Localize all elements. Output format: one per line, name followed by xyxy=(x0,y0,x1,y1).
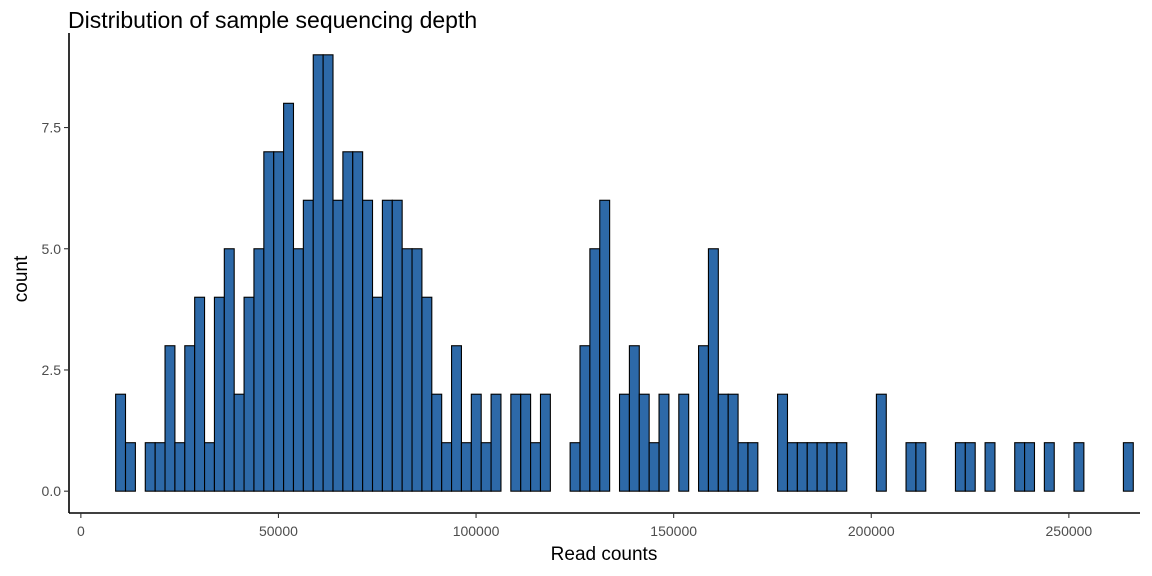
x-axis: 0 50000 100000 150000 200000 250000 xyxy=(69,512,1140,539)
histogram-bar xyxy=(302,199,314,492)
histogram-bar xyxy=(342,151,354,492)
histogram-bar xyxy=(698,345,709,492)
histogram-bar xyxy=(915,442,927,492)
histogram-bar xyxy=(777,393,789,492)
y-tick-label: 0.0 xyxy=(42,483,62,499)
histogram-bar xyxy=(263,151,275,492)
histogram-bar xyxy=(569,442,581,492)
histogram-bar xyxy=(826,442,838,492)
bars-group xyxy=(115,54,1134,492)
histogram-bar xyxy=(786,442,798,492)
histogram-bar xyxy=(352,151,364,492)
x-tick-label: 150000 xyxy=(650,523,697,539)
histogram-bar xyxy=(796,442,808,492)
histogram-bar xyxy=(954,442,966,492)
histogram-bar xyxy=(1024,442,1036,492)
histogram-bar xyxy=(875,393,887,492)
histogram-bar xyxy=(836,442,848,492)
histogram-bar xyxy=(144,442,156,492)
chart-title: Distribution of sample sequencing depth xyxy=(68,7,477,33)
histogram-bar xyxy=(490,393,502,492)
histogram-bar xyxy=(283,102,295,492)
y-tick-label: 5.0 xyxy=(42,241,62,257)
histogram-bar xyxy=(451,345,462,492)
histogram-bar xyxy=(678,393,690,492)
histogram-bar xyxy=(539,393,551,492)
histogram-bar xyxy=(717,393,729,492)
histogram-bar xyxy=(648,442,660,492)
x-tick-label: 250000 xyxy=(1046,523,1093,539)
histogram-bar xyxy=(233,393,245,492)
x-axis-title: Read counts xyxy=(551,544,658,565)
histogram-bar xyxy=(520,393,532,492)
histogram-bar xyxy=(184,345,196,492)
histogram-bar xyxy=(618,393,630,492)
histogram-bar xyxy=(322,54,334,492)
histogram-bar xyxy=(1014,442,1026,492)
histogram-bar xyxy=(470,393,482,492)
histogram-bar xyxy=(421,296,433,492)
histogram-bar xyxy=(816,442,828,492)
histogram-bar xyxy=(530,442,542,492)
histogram-bar xyxy=(964,442,976,492)
histogram-bar xyxy=(638,393,650,492)
histogram-bar xyxy=(204,442,215,492)
histogram-bar xyxy=(1122,442,1134,492)
histogram-bar xyxy=(984,442,996,492)
y-tick-label: 7.5 xyxy=(42,120,62,136)
histogram-bar xyxy=(312,54,324,492)
histogram-bar xyxy=(806,442,818,492)
histogram-bar xyxy=(164,345,176,492)
histogram-bar xyxy=(1073,442,1085,492)
histogram-bar xyxy=(599,199,611,492)
histogram-bar xyxy=(1043,442,1055,492)
histogram-bar xyxy=(737,442,749,492)
histogram-bar xyxy=(480,442,492,492)
histogram-bar xyxy=(460,442,472,492)
histogram-bar xyxy=(253,248,265,492)
histogram-bar xyxy=(243,296,255,492)
histogram-bar xyxy=(381,199,393,492)
histogram-bar xyxy=(292,248,304,492)
histogram-bar xyxy=(174,442,186,492)
histogram-bar xyxy=(332,199,344,492)
histogram-bar xyxy=(391,199,403,492)
histogram-bar xyxy=(658,393,670,492)
histogram-bar xyxy=(401,248,413,492)
histogram-bar xyxy=(747,442,759,492)
histogram-bar xyxy=(905,442,917,492)
histogram-bar xyxy=(154,442,166,492)
histogram-bar xyxy=(510,393,522,492)
histogram-bar xyxy=(441,442,453,492)
histogram-bar xyxy=(194,296,206,492)
histogram-bar xyxy=(589,248,601,492)
histogram-bar xyxy=(579,345,591,492)
x-tick-label: 100000 xyxy=(453,523,500,539)
x-tick-label: 50000 xyxy=(259,523,298,539)
histogram-bar xyxy=(628,345,640,492)
histogram-bar xyxy=(273,151,285,492)
histogram-bar xyxy=(727,393,739,492)
histogram-bar xyxy=(115,393,127,492)
y-tick-label: 2.5 xyxy=(42,362,62,378)
histogram-bar xyxy=(362,199,374,492)
histogram-bar xyxy=(213,296,225,492)
x-tick-label: 200000 xyxy=(848,523,895,539)
y-axis: 0.0 2.5 5.0 7.5 xyxy=(42,33,70,513)
histogram-bar xyxy=(223,248,235,492)
histogram-bar xyxy=(411,248,423,492)
histogram-bar xyxy=(431,393,443,492)
y-axis-title: count xyxy=(11,255,32,302)
histogram-bar xyxy=(124,442,136,492)
histogram-bar xyxy=(371,296,383,492)
histogram-bar xyxy=(707,248,719,492)
x-tick-label: 0 xyxy=(77,523,85,539)
